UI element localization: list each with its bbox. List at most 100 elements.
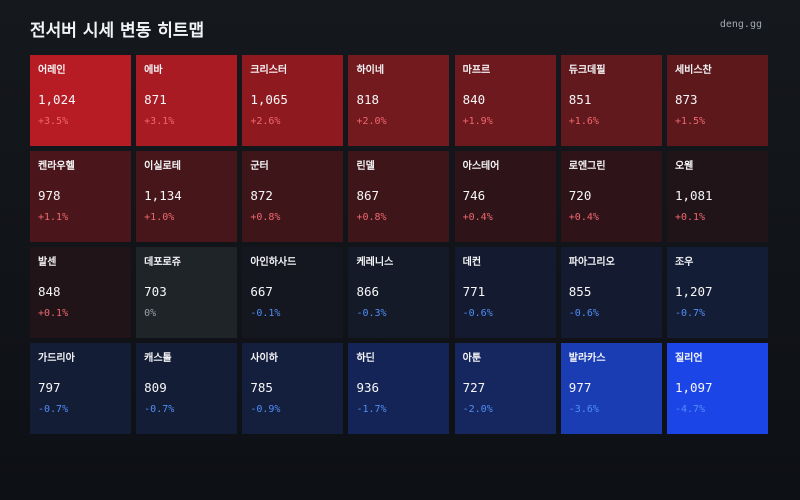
price-change: -2.0% bbox=[462, 404, 493, 415]
price-change: 0% bbox=[144, 308, 157, 319]
heatmap-tile[interactable]: 파아그리오 855 -0.6% bbox=[560, 247, 662, 338]
server-name: 어레인 bbox=[38, 65, 66, 76]
server-name: 조우 bbox=[674, 257, 694, 268]
server-price: 1,207 bbox=[674, 284, 713, 299]
price-change: -1.7% bbox=[356, 404, 387, 415]
server-name: 크리스터 bbox=[250, 65, 288, 76]
price-change: +1.0% bbox=[144, 212, 175, 223]
price-change: +1.5% bbox=[674, 116, 706, 127]
server-price: 978 bbox=[38, 188, 61, 203]
heatmap-tile[interactable]: 조우 1,207 -0.7% bbox=[666, 247, 768, 338]
heatmap-tile[interactable]: 발라카스 977 -3.6% bbox=[560, 343, 662, 434]
heatmap-grid: 어레인 1,024 +3.5% 에바 871 +3.1% 크리스터 1,065 +2.6% 하이네… bbox=[30, 55, 768, 434]
heatmap-tile[interactable]: 오웬 1,081 +0.1% bbox=[666, 151, 768, 242]
heatmap-tile[interactable]: 어레인 1,024 +3.5% bbox=[30, 55, 131, 146]
server-name: 듀크데필 bbox=[568, 65, 606, 76]
heatmap-tile[interactable]: 아스테어 746 +0.4% bbox=[454, 151, 556, 242]
heatmap-tile[interactable]: 듀크데필 851 +1.6% bbox=[560, 55, 662, 146]
heatmap-tile[interactable]: 발센 848 +0.1% bbox=[30, 247, 131, 338]
server-price: 746 bbox=[462, 188, 486, 203]
price-change: +0.8% bbox=[356, 212, 387, 223]
server-name: 에바 bbox=[144, 65, 163, 76]
server-name: 데포로쥬 bbox=[144, 257, 181, 268]
server-price: 840 bbox=[462, 92, 486, 107]
heatmap-tile[interactable]: 마프르 840 +1.9% bbox=[454, 55, 556, 146]
server-price: 1,065 bbox=[250, 92, 288, 107]
server-price: 851 bbox=[568, 92, 592, 107]
price-change: +0.4% bbox=[462, 212, 493, 223]
price-change: +3.5% bbox=[38, 116, 69, 127]
heatmap-tile[interactable]: 린델 867 +0.8% bbox=[348, 151, 450, 242]
price-change: -0.9% bbox=[250, 404, 281, 415]
heatmap-tile[interactable]: 로엔그린 720 +0.4% bbox=[560, 151, 662, 242]
heatmap-tile[interactable]: 군터 872 +0.8% bbox=[242, 151, 344, 242]
server-name: 하딘 bbox=[356, 353, 375, 364]
heatmap-tile[interactable]: 세비스찬 873 +1.5% bbox=[666, 55, 768, 146]
brand-label: deng.gg bbox=[719, 19, 762, 30]
heatmap-tile[interactable]: 가드리아 797 -0.7% bbox=[30, 343, 131, 434]
heatmap-tile[interactable]: 사이하 785 -0.9% bbox=[242, 343, 344, 434]
server-price: 667 bbox=[250, 284, 273, 299]
price-change: +1.1% bbox=[38, 212, 69, 223]
heatmap-tile[interactable]: 하이네 818 +2.0% bbox=[348, 55, 450, 146]
server-name: 아스테어 bbox=[462, 161, 500, 172]
heatmap-tile[interactable]: 이실로테 1,134 +1.0% bbox=[136, 151, 238, 242]
server-name: 가드리아 bbox=[38, 353, 75, 364]
price-change: -3.6% bbox=[568, 404, 599, 415]
price-change: -4.7% bbox=[674, 404, 706, 415]
heatmap-tile[interactable]: 데컨 771 -0.6% bbox=[454, 247, 556, 338]
server-price: 1,024 bbox=[38, 92, 76, 107]
server-price: 848 bbox=[38, 284, 61, 299]
price-change: +1.6% bbox=[568, 116, 599, 127]
server-name: 캐스톨 bbox=[144, 353, 172, 364]
price-change: +0.4% bbox=[568, 212, 599, 223]
server-name: 아툰 bbox=[462, 353, 482, 364]
server-name: 이실로테 bbox=[144, 161, 181, 172]
server-price: 872 bbox=[250, 188, 273, 203]
server-price: 866 bbox=[356, 284, 380, 299]
server-name: 마프르 bbox=[462, 65, 491, 76]
server-name: 세비스찬 bbox=[674, 65, 712, 76]
server-name: 사이하 bbox=[250, 353, 278, 364]
server-name: 군터 bbox=[250, 161, 269, 172]
price-change: -0.3% bbox=[356, 308, 387, 319]
heatmap-tile[interactable]: 캐스톨 809 -0.7% bbox=[136, 343, 238, 434]
server-price: 818 bbox=[356, 92, 380, 107]
server-price: 871 bbox=[144, 92, 167, 107]
price-change: -0.6% bbox=[462, 308, 493, 319]
price-change: -0.7% bbox=[144, 404, 175, 415]
server-name: 발센 bbox=[38, 257, 57, 268]
server-price: 720 bbox=[568, 188, 592, 203]
server-name: 케레니스 bbox=[356, 257, 394, 268]
price-change: +1.9% bbox=[462, 116, 493, 127]
server-price: 727 bbox=[462, 380, 486, 395]
server-price: 1,081 bbox=[674, 188, 713, 203]
price-change: +0.1% bbox=[38, 308, 69, 319]
server-price: 785 bbox=[250, 380, 273, 395]
heatmap-tile[interactable]: 케레니스 866 -0.3% bbox=[348, 247, 450, 338]
price-change: +2.6% bbox=[250, 116, 281, 127]
server-name: 발라카스 bbox=[568, 353, 606, 364]
server-price: 1,134 bbox=[144, 188, 182, 203]
price-change: -0.7% bbox=[38, 404, 69, 415]
heatmap-tile[interactable]: 에바 871 +3.1% bbox=[136, 55, 238, 146]
heatmap-tile[interactable]: 아툰 727 -2.0% bbox=[454, 343, 556, 434]
heatmap-tile[interactable]: 아인하사드 667 -0.1% bbox=[242, 247, 344, 338]
price-change: +3.1% bbox=[144, 116, 175, 127]
price-change: -0.7% bbox=[674, 308, 706, 319]
server-price: 977 bbox=[568, 380, 592, 395]
server-name: 데컨 bbox=[462, 257, 482, 268]
server-price: 797 bbox=[38, 380, 61, 395]
server-name: 켄라우헬 bbox=[38, 161, 75, 172]
heatmap-tile[interactable]: 데포로쥬 703 0% bbox=[136, 247, 238, 338]
server-name: 파아그리오 bbox=[568, 257, 615, 268]
heatmap-tile[interactable]: 질리언 1,097 -4.7% bbox=[666, 343, 768, 434]
heatmap-tile[interactable]: 켄라우헬 978 +1.1% bbox=[30, 151, 131, 242]
heatmap-tile[interactable]: 크리스터 1,065 +2.6% bbox=[242, 55, 344, 146]
server-price: 867 bbox=[356, 188, 380, 203]
heatmap-tile[interactable]: 하딘 936 -1.7% bbox=[348, 343, 450, 434]
server-name: 아인하사드 bbox=[250, 257, 297, 268]
price-change: +0.1% bbox=[674, 212, 706, 223]
server-name: 하이네 bbox=[356, 65, 385, 76]
server-price: 936 bbox=[356, 380, 380, 395]
